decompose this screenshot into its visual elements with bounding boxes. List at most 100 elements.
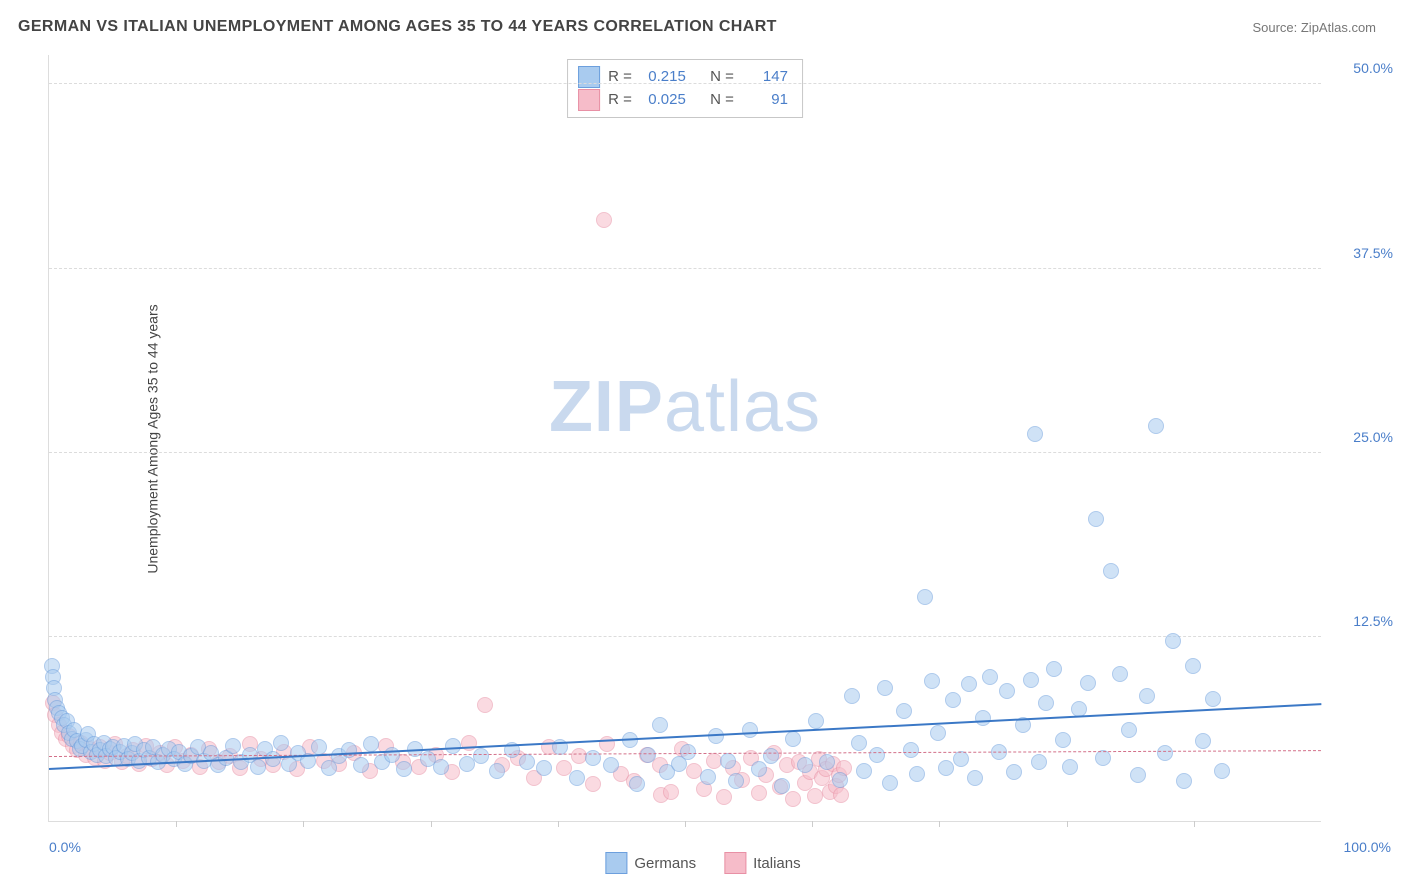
x-axis-label: 0.0% xyxy=(49,839,81,855)
gridline xyxy=(49,83,1321,84)
data-point xyxy=(629,776,645,792)
data-point xyxy=(930,725,946,741)
data-point xyxy=(1006,764,1022,780)
data-point xyxy=(917,589,933,605)
data-point xyxy=(1148,418,1164,434)
swatch-germans xyxy=(578,66,600,88)
swatch-italians-legend xyxy=(724,852,746,874)
data-point xyxy=(953,751,969,767)
data-point xyxy=(877,680,893,696)
data-point xyxy=(1055,732,1071,748)
data-point xyxy=(819,754,835,770)
data-point xyxy=(477,697,493,713)
legend-item-germans: Germans xyxy=(605,852,696,874)
data-point xyxy=(774,778,790,794)
data-point xyxy=(473,748,489,764)
data-point xyxy=(663,784,679,800)
data-point xyxy=(353,757,369,773)
data-point xyxy=(751,785,767,801)
data-point xyxy=(1185,658,1201,674)
data-point xyxy=(1080,675,1096,691)
data-point xyxy=(445,738,461,754)
data-point xyxy=(1046,661,1062,677)
data-point xyxy=(603,757,619,773)
data-point xyxy=(250,759,266,775)
data-point xyxy=(489,763,505,779)
gridline xyxy=(49,452,1321,453)
data-point xyxy=(225,738,241,754)
data-point xyxy=(1038,695,1054,711)
gridline xyxy=(49,268,1321,269)
data-point xyxy=(720,753,736,769)
data-point xyxy=(742,722,758,738)
data-point xyxy=(938,760,954,776)
y-tick-label: 37.5% xyxy=(1333,245,1393,261)
data-point xyxy=(961,676,977,692)
data-point xyxy=(1088,511,1104,527)
data-point xyxy=(832,772,848,788)
data-point xyxy=(909,766,925,782)
data-point xyxy=(1205,691,1221,707)
x-tick xyxy=(812,821,813,827)
data-point xyxy=(1103,563,1119,579)
data-point xyxy=(363,736,379,752)
data-point xyxy=(569,770,585,786)
data-point xyxy=(924,673,940,689)
data-point xyxy=(882,775,898,791)
data-point xyxy=(585,776,601,792)
x-tick xyxy=(1067,821,1068,827)
y-tick-label: 25.0% xyxy=(1333,429,1393,445)
data-point xyxy=(640,747,656,763)
data-point xyxy=(797,757,813,773)
chart-title: GERMAN VS ITALIAN UNEMPLOYMENT AMONG AGE… xyxy=(18,18,777,36)
data-point xyxy=(536,760,552,776)
stats-row-italians: R = 0.025 N = 91 xyxy=(578,89,788,112)
data-point xyxy=(273,735,289,751)
x-tick xyxy=(558,821,559,827)
data-point xyxy=(585,750,601,766)
x-tick xyxy=(685,821,686,827)
data-point xyxy=(903,742,919,758)
x-tick xyxy=(431,821,432,827)
data-point xyxy=(844,688,860,704)
data-point xyxy=(1130,767,1146,783)
stats-box: R = 0.215 N = 147 R = 0.025 N = 91 xyxy=(567,59,803,118)
data-point xyxy=(265,751,281,767)
stats-row-germans: R = 0.215 N = 147 xyxy=(578,66,788,89)
x-tick xyxy=(303,821,304,827)
x-tick xyxy=(176,821,177,827)
data-point xyxy=(433,759,449,775)
data-point xyxy=(982,669,998,685)
data-point xyxy=(896,703,912,719)
data-point xyxy=(728,773,744,789)
data-point xyxy=(833,787,849,803)
data-point xyxy=(1139,688,1155,704)
swatch-germans-legend xyxy=(605,852,627,874)
data-point xyxy=(785,791,801,807)
data-point xyxy=(807,788,823,804)
watermark: ZIPatlas xyxy=(549,366,821,448)
data-point xyxy=(1121,722,1137,738)
data-point xyxy=(999,683,1015,699)
data-point xyxy=(1214,763,1230,779)
data-point xyxy=(1112,666,1128,682)
legend: Germans Italians xyxy=(605,852,800,874)
data-point xyxy=(763,748,779,764)
y-tick-label: 12.5% xyxy=(1333,613,1393,629)
data-point xyxy=(975,710,991,726)
chart-area: Unemployment Among Ages 35 to 44 years Z… xyxy=(48,55,1321,822)
data-point xyxy=(519,754,535,770)
data-point xyxy=(945,692,961,708)
data-point xyxy=(596,212,612,228)
data-point xyxy=(341,742,357,758)
data-point xyxy=(1157,745,1173,761)
data-point xyxy=(716,789,732,805)
data-point xyxy=(851,735,867,751)
data-point xyxy=(680,744,696,760)
y-tick-label: 50.0% xyxy=(1333,60,1393,76)
data-point xyxy=(396,761,412,777)
gridline xyxy=(49,636,1321,637)
x-tick xyxy=(939,821,940,827)
data-point xyxy=(1031,754,1047,770)
x-axis-label: 100.0% xyxy=(1344,839,1391,855)
